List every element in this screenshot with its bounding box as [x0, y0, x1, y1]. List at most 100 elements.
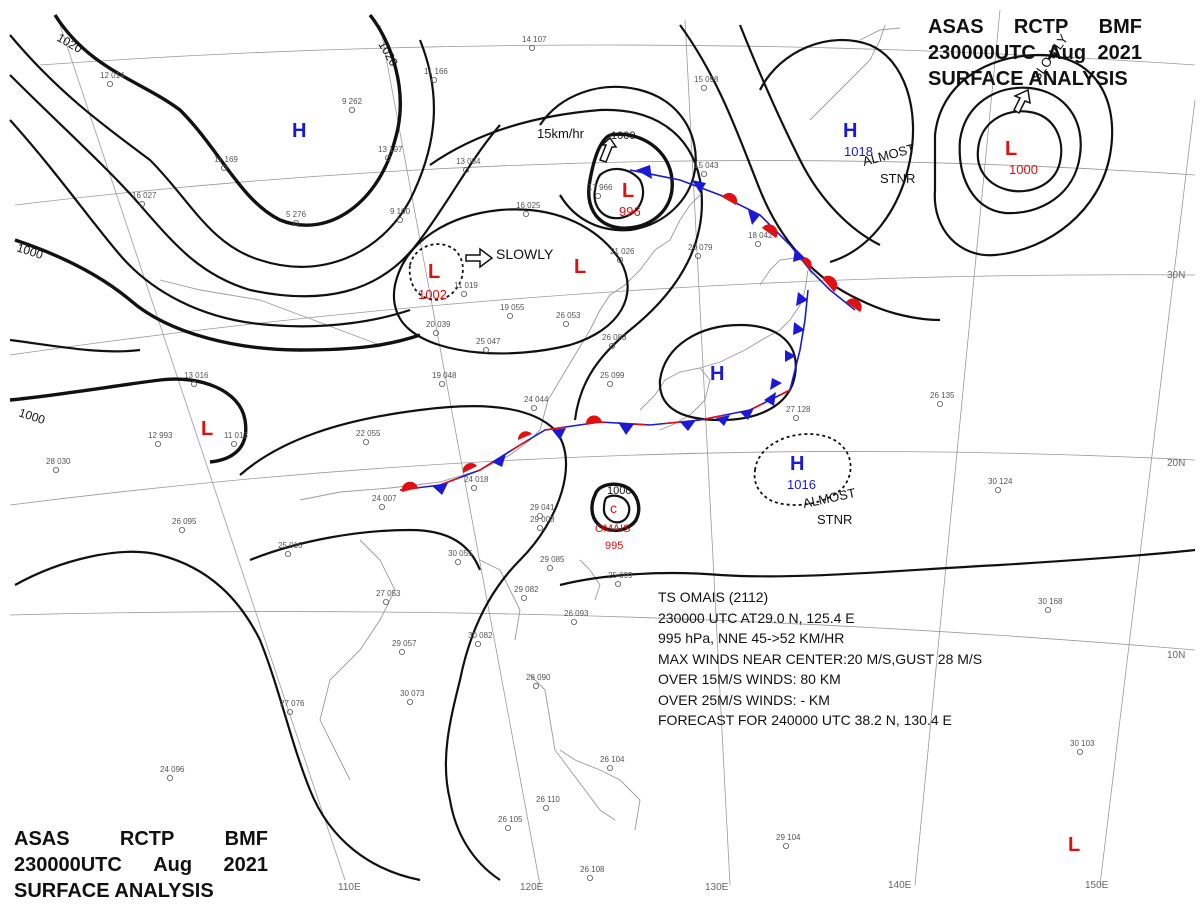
station-circle-icon — [362, 438, 369, 445]
isobar-loop-central-outer — [429, 108, 703, 421]
isobar-southeast — [559, 548, 1196, 587]
chart-header-bottom: ASAS RCTP BMF 230000UTC Aug 2021 SURFACE… — [14, 826, 268, 904]
station-circle-icon — [537, 513, 544, 520]
station-plot: 20 039 — [426, 320, 451, 329]
station-circle-icon — [462, 166, 469, 173]
low-north-letter: L — [622, 180, 634, 202]
station-circle-icon — [154, 440, 161, 447]
high-ne-letter: H — [843, 120, 857, 142]
station-plot: 13 084 — [456, 157, 481, 166]
station-circle-icon — [504, 825, 511, 832]
stnr-label-2: STNR — [817, 512, 852, 527]
chart-header-top: ASAS RCTP BMF 230000UTC Aug 2021 SURFACE… — [928, 14, 1142, 92]
station-circle-icon — [438, 380, 445, 387]
isobar-1000-sw — [9, 377, 248, 464]
low-north-value: 996 — [619, 204, 641, 219]
low-ne-value: 1000 — [1009, 162, 1038, 177]
station-circle-icon — [701, 170, 708, 177]
slowly-label-1: SLOWLY — [496, 246, 554, 262]
station-circle-icon — [482, 346, 489, 353]
station-circle-icon — [430, 77, 437, 84]
station-circle-icon — [474, 641, 481, 648]
station-circle-icon — [220, 164, 227, 171]
station-plot: 15 098 — [694, 75, 719, 84]
storm-info-line4: MAX WINDS NEAR CENTER:20 M/S,GUST 28 M/S — [658, 650, 983, 667]
isobar-low-ne-outer — [933, 53, 1114, 257]
station-circle-icon — [529, 45, 536, 52]
high-nw-letter: H — [292, 120, 306, 142]
stnr-label-1: STNR — [880, 171, 915, 186]
station-circle-icon — [406, 699, 413, 706]
isobar-typhoon-inner — [602, 494, 631, 524]
station-plot: 25 099 — [600, 371, 625, 380]
station-circle-icon — [284, 551, 291, 558]
station-plot: 25 099 — [608, 571, 633, 580]
isobar-low-ne-mid — [958, 86, 1082, 215]
high-dashed-letter: H — [790, 453, 804, 475]
station-circle-icon — [348, 107, 355, 114]
station-plot: 5 276 — [286, 210, 307, 219]
station-plot: 30 073 — [400, 689, 425, 698]
header-top-time: 230000UTC — [928, 42, 1036, 64]
low-se-letter: L — [1068, 834, 1080, 856]
isobar-1012-north — [9, 74, 501, 298]
typhoon-isobar-value: 1000 — [607, 485, 631, 497]
stationary-front-north — [629, 165, 862, 391]
station-plot: 22 055 — [356, 429, 381, 438]
station-plot: 30 082 — [468, 631, 493, 640]
isobar-typhoon-outer — [590, 482, 641, 532]
station-plot: 20 079 — [688, 243, 713, 252]
station-plot: 24 044 — [524, 395, 549, 404]
storm-info-line6: OVER 25M/S WINDS: - KM — [658, 691, 830, 708]
low-central-letter: L — [574, 256, 586, 278]
typhoon-omais: ϲ 1000 OMAIS 995 — [595, 485, 631, 552]
station-plot: 12 014 — [100, 71, 125, 80]
station-circle-icon — [53, 466, 60, 473]
station-circle-icon — [607, 380, 614, 387]
isobar-1008-west — [9, 119, 411, 328]
lat-label-10n: 10N — [1167, 650, 1185, 661]
station-circle-icon — [563, 320, 570, 327]
station-circle-icon — [398, 649, 405, 656]
low-nw-dashed-letter: L — [428, 261, 440, 283]
isobar-1000-center-low — [587, 132, 674, 230]
low-sw-letter: L — [201, 418, 213, 440]
header-top-center: RCTP — [1013, 16, 1069, 38]
station-plot: 25 047 — [476, 337, 501, 346]
header-top-month: Aug — [1047, 42, 1087, 64]
station-circle-icon — [537, 525, 544, 532]
header-bottom-title: SURFACE ANALYSIS — [14, 880, 214, 902]
station-plot: 19 048 — [432, 371, 457, 380]
low-nw-dashed-value: 1002 — [418, 287, 447, 302]
isobar-sw-1 — [9, 338, 141, 353]
station-circle-icon — [230, 440, 237, 447]
station-circle-icon — [695, 252, 702, 259]
station-circle-icon — [607, 765, 614, 772]
station-plot: 26 083 — [602, 333, 627, 342]
header-top-title: SURFACE ANALYSIS — [928, 68, 1128, 90]
station-circle-icon — [396, 216, 403, 223]
lon-label-110e: 110E — [338, 882, 361, 893]
station-plot: 26 105 — [498, 815, 523, 824]
header-bottom-year: 2021 — [223, 854, 268, 876]
station-plot: 28 030 — [46, 457, 71, 466]
station-circle-icon — [521, 595, 528, 602]
isobar-east-2 — [738, 24, 881, 246]
low-ne-letter: L — [1005, 138, 1017, 160]
storm-info-line2: 230000 UTC AT29.0 N, 125.4 E — [658, 609, 855, 626]
station-circle-icon — [547, 565, 554, 572]
typhoon-name: OMAIS — [595, 523, 630, 535]
station-plot: 25 016 — [278, 541, 303, 550]
station-plot: 29 041 — [530, 503, 555, 512]
station-circle-icon — [617, 256, 624, 263]
station-plot: 30 168 — [1038, 597, 1063, 606]
isobar-1016-north — [9, 34, 436, 268]
station-plot: 28 090 — [526, 673, 551, 682]
storm-info-line7: FORECAST FOR 240000 UTC 38.2 N, 130.4 E — [658, 712, 952, 728]
station-circle-icon — [178, 527, 185, 534]
header-top-year: 2021 — [1097, 42, 1142, 64]
arrow-ne-low — [1013, 88, 1031, 115]
station-circle-icon — [701, 85, 708, 92]
isobar-high-ne — [759, 38, 915, 264]
station-plot: 27 076 — [280, 699, 305, 708]
